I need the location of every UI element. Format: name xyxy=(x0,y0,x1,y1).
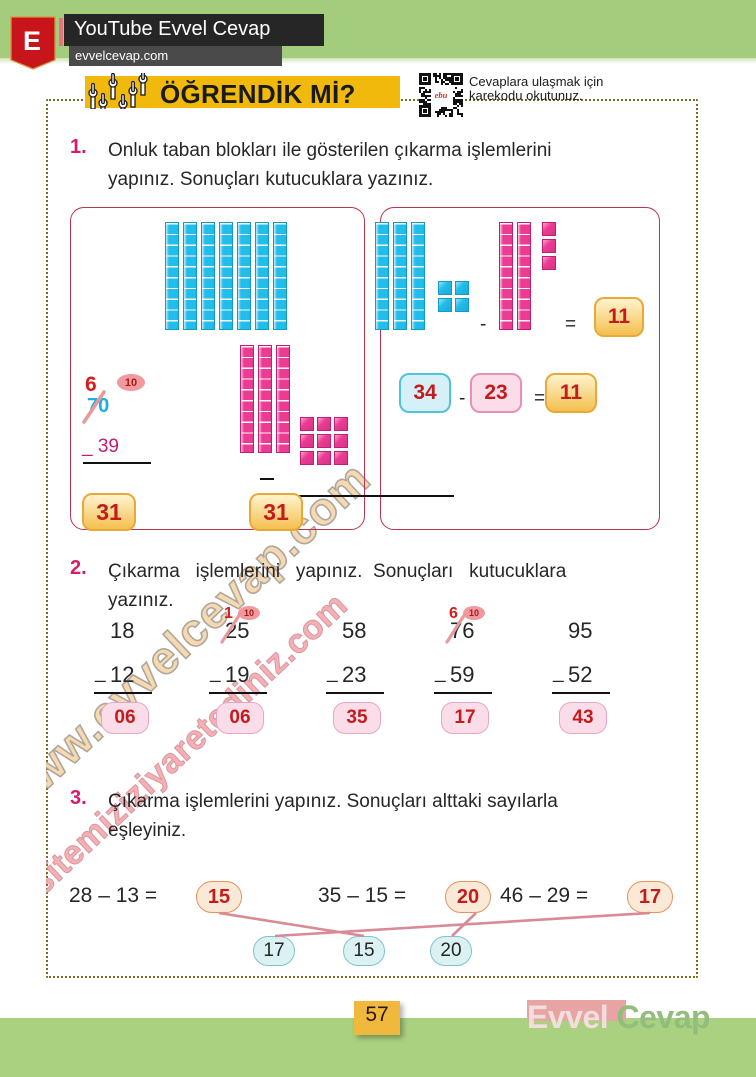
svg-text:ebu: ebu xyxy=(435,90,448,100)
svg-text:E: E xyxy=(23,26,41,56)
